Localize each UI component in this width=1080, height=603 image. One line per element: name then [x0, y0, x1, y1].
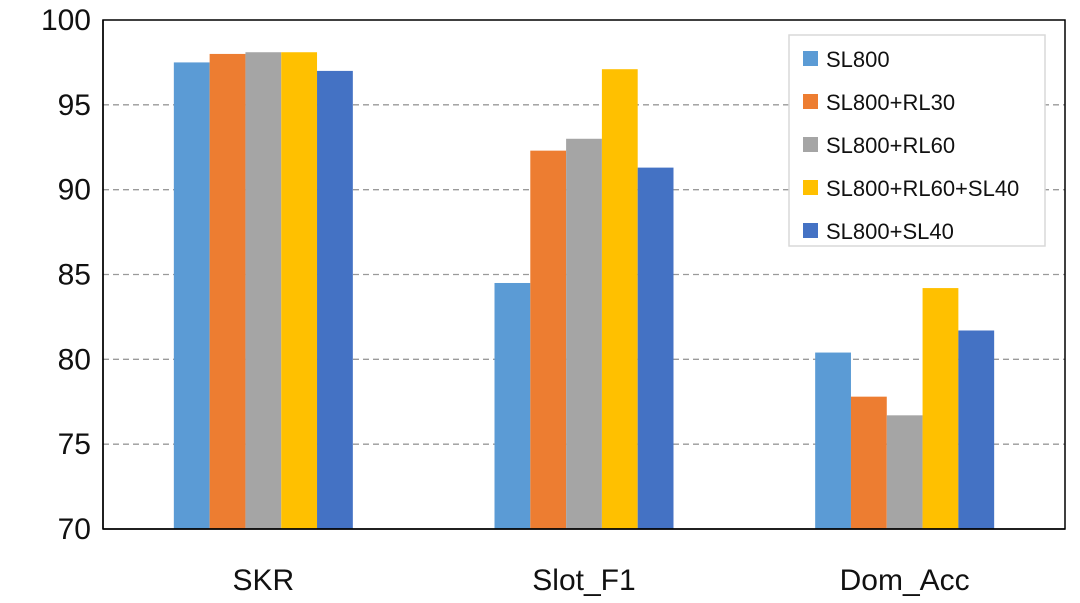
y-tick-label: 90 [58, 174, 91, 207]
x-category-label: SKR [232, 564, 294, 597]
legend-box [788, 34, 1046, 247]
legend-label: SL800+RL60 [826, 133, 955, 158]
y-tick-labels: 70 75 80 85 90 95 100 [41, 4, 91, 546]
bar [281, 52, 318, 530]
bar [850, 396, 887, 529]
y-tick-label: 75 [58, 428, 91, 461]
legend-swatch [803, 137, 818, 152]
x-category-label: Dom_Acc [840, 564, 970, 597]
x-category-labels: SKR Slot_F1 Dom_Acc [232, 564, 969, 597]
y-tick-label: 70 [58, 513, 91, 546]
bar [958, 330, 995, 529]
y-tick-label: 100 [41, 4, 91, 37]
bar [886, 415, 923, 529]
legend-swatch [803, 223, 818, 238]
x-category-label: Slot_F1 [532, 564, 635, 597]
bar [566, 138, 602, 529]
bar [922, 288, 959, 529]
bars [173, 52, 995, 530]
legend-label: SL800 [826, 47, 890, 72]
legend-swatch [803, 94, 818, 109]
legend-swatch [803, 51, 818, 66]
y-tick-label: 85 [58, 259, 91, 292]
bar [209, 53, 246, 529]
bar [317, 70, 353, 530]
legend: SL800 SL800+RL30 SL800+RL60 SL800+RL60+SL40… [788, 34, 1046, 247]
bar [494, 282, 531, 529]
bar [637, 167, 674, 530]
legend-swatch [803, 180, 818, 195]
y-tick-label: 80 [58, 343, 91, 376]
y-tick-label: 95 [58, 89, 91, 122]
plot-frame [102, 19, 1066, 530]
legend-label: SL800+RL60+SL40 [826, 176, 1019, 201]
bar [601, 69, 638, 529]
bar [245, 52, 282, 530]
bar [173, 62, 210, 530]
bar [530, 150, 567, 530]
legend-label: SL800+RL30 [826, 90, 955, 115]
legend-label: SL800+SL40 [826, 219, 954, 244]
bar [815, 352, 851, 529]
